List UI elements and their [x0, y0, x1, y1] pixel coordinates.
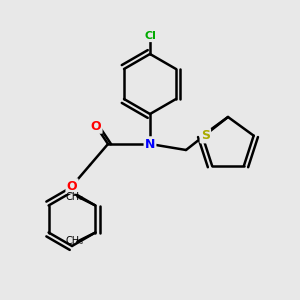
Text: O: O [67, 179, 77, 193]
Text: S: S [201, 129, 210, 142]
Text: CH₃: CH₃ [65, 236, 83, 247]
Text: N: N [145, 137, 155, 151]
Text: CH₃: CH₃ [65, 191, 83, 202]
Text: Cl: Cl [144, 31, 156, 41]
Text: O: O [91, 119, 101, 133]
